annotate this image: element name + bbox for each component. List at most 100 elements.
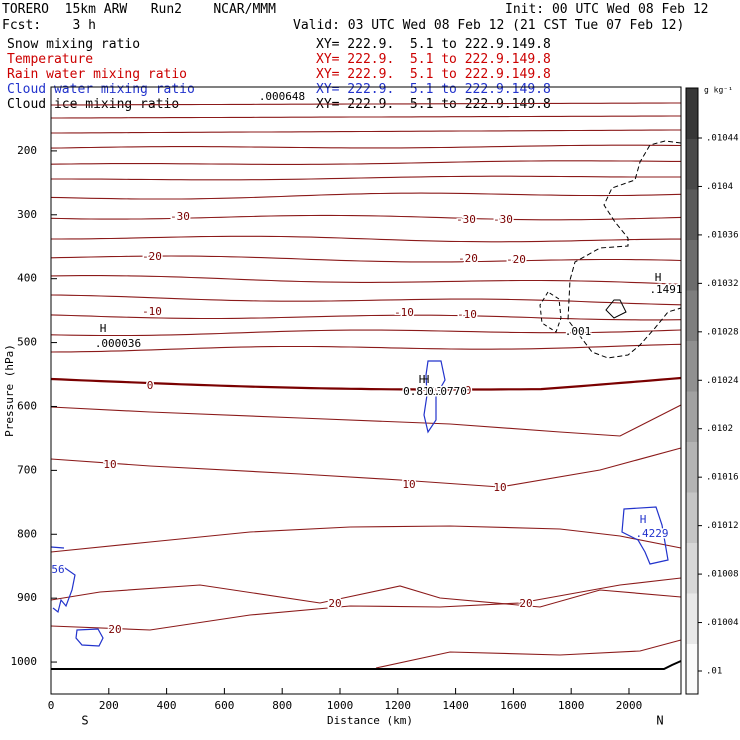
temperature-label: 0 <box>147 379 154 392</box>
colorbar-bin <box>686 643 698 695</box>
field-name-snow: Snow mixing ratio <box>7 37 141 52</box>
temperature-label: 10 <box>402 478 415 491</box>
colorbar-frame <box>685 87 699 695</box>
contour-label: .000648 <box>259 90 305 103</box>
colorbar-bin <box>686 391 698 442</box>
temperature-contour <box>50 214 682 221</box>
temperature-label: -10 <box>394 306 414 319</box>
temperature-contour <box>51 175 681 181</box>
colorbar-tick-label: .01036 <box>706 230 739 240</box>
temperature-contour <box>50 294 682 306</box>
colorbar-tick-label: .01028 <box>706 327 739 337</box>
colorbar-unit: g kg⁻¹ <box>704 86 733 95</box>
extremum-value: 0.0770 <box>427 385 467 398</box>
colorbar-bin <box>686 441 698 493</box>
temperature-contour <box>50 447 682 488</box>
extremum-value: .1491 <box>649 283 682 296</box>
south-end-label: S <box>81 714 88 728</box>
temperature-label: 20 <box>108 623 121 636</box>
colorbar-tick-label: .01008 <box>706 570 739 580</box>
temperature-contour <box>50 584 682 608</box>
y-tick-label: 500 <box>17 336 37 349</box>
temperature-label: -30 <box>456 213 476 226</box>
y-tick-label: 800 <box>17 527 37 540</box>
temperature-label: 0 <box>465 384 472 397</box>
field-xy-cloud-ice: XY= 222.9. 5.1 to 222.9.149.8 <box>316 97 551 112</box>
cloud-ice-contour <box>539 291 562 333</box>
y-tick-label: 1000 <box>11 655 38 668</box>
colorbar-bin <box>686 290 698 341</box>
valid-time: Valid: 03 UTC Wed 08 Feb 12 (21 CST Tue … <box>293 18 685 33</box>
y-tick-label: 900 <box>17 591 37 604</box>
y-tick-label: 300 <box>17 208 37 221</box>
init-time: Init: 00 UTC Wed 08 Feb 12 <box>505 2 709 17</box>
extremum-marker: H <box>100 322 107 335</box>
field-name-temperature: Temperature <box>7 52 94 67</box>
cloud-water-contour <box>50 546 65 549</box>
x-tick-label: 400 <box>157 699 177 712</box>
colorbar-tick-label: .01004 <box>706 618 739 628</box>
x-tick-label: 1200 <box>385 699 412 712</box>
temperature-contour <box>50 404 682 437</box>
contour-label: 56 <box>51 563 64 576</box>
x-tick-label: 1600 <box>500 699 527 712</box>
field-xy-rain: XY= 222.9. 5.1 to 222.9.149.8 <box>316 67 551 82</box>
extremum-marker: H <box>423 373 430 386</box>
temperature-contour <box>50 577 682 631</box>
model-title: TORERO 15km ARW Run2 NCAR/MMM <box>2 2 276 17</box>
x-tick-label: 1400 <box>442 699 469 712</box>
x-tick-label: 600 <box>214 699 234 712</box>
field-name-rain: Rain water mixing ratio <box>7 67 188 82</box>
cloud-water-contour <box>621 506 669 565</box>
colorbar-tick-label: .01032 <box>706 279 739 289</box>
temperature-contour <box>50 525 682 553</box>
temperature-label: -30 <box>170 210 190 223</box>
field-xy-cloud-water: XY= 222.9. 5.1 to 222.9.149.8 <box>316 82 551 97</box>
x-tick-label: 200 <box>99 699 119 712</box>
y-tick-label: 200 <box>17 144 37 157</box>
temperature-contour <box>50 160 681 165</box>
colorbar-bin <box>686 138 698 190</box>
temperature-contour <box>51 102 681 106</box>
temperature-contour <box>51 115 681 119</box>
x-tick-label: 1000 <box>327 699 354 712</box>
contour-label: .001 <box>565 325 592 338</box>
extremum-value: 0.8113 <box>403 385 443 398</box>
colorbar-tick-label: .0102 <box>706 424 733 434</box>
cloud-water-contour <box>75 628 104 647</box>
colorbar-bin <box>686 239 698 291</box>
x-tick-label: 1800 <box>558 699 585 712</box>
colorbar-bin <box>686 492 698 543</box>
colorbar-tick-label: .01044 <box>706 134 739 144</box>
temperature-contour <box>50 192 682 200</box>
plot-frame <box>50 86 682 695</box>
colorbar-bin <box>686 593 698 644</box>
colorbar-tick-label: .01016 <box>706 473 739 483</box>
cloud-water-contour <box>423 360 446 434</box>
field-name-cloud-water: Cloud water mixing ratio <box>7 82 195 97</box>
freezing-line <box>50 376 682 391</box>
colorbar-tick-label: .01 <box>706 667 722 677</box>
terrain-line <box>51 660 682 670</box>
extremum-marker: H <box>655 271 662 284</box>
temperature-contour <box>50 329 682 337</box>
x-tick-label: 2000 <box>616 699 643 712</box>
colorbar-tick-label: .01012 <box>706 521 739 531</box>
temperature-contour <box>50 314 682 321</box>
temperature-contour <box>50 275 682 285</box>
forecast-hour: Fcst: 3 h <box>2 18 96 33</box>
colorbar-bin <box>686 340 698 392</box>
temperature-label: -20 <box>458 252 478 265</box>
temperature-contour <box>50 255 682 263</box>
x-axis-label: Distance (km) <box>327 714 413 727</box>
extremum-marker: H <box>419 373 426 386</box>
cloud-water-contour <box>50 564 76 614</box>
temperature-label: 10 <box>103 458 116 471</box>
extremum-value: .000036 <box>95 337 141 350</box>
extremum-value: .4229 <box>635 527 668 540</box>
y-tick-label: 600 <box>17 399 37 412</box>
temperature-contour <box>51 235 681 243</box>
colorbar-tick-label: .0104 <box>706 182 733 192</box>
temperature-label: -10 <box>457 308 477 321</box>
